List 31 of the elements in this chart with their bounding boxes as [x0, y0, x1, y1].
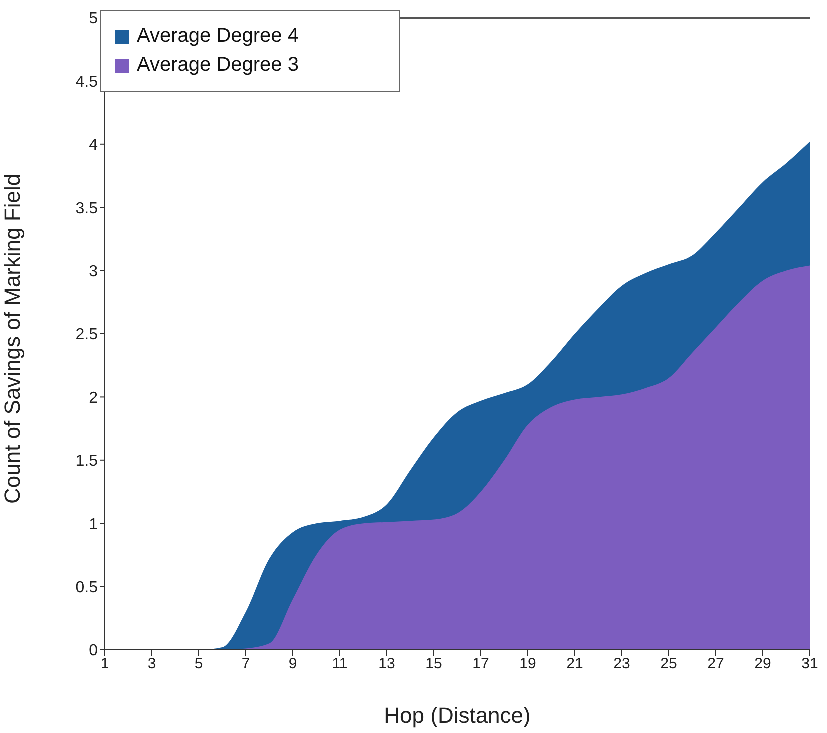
x-tick-label: 5	[194, 656, 204, 673]
y-tick-label: 2	[89, 390, 98, 407]
y-tick-label: 4.5	[76, 74, 98, 91]
x-tick-label: 31	[802, 656, 818, 673]
y-tick-label: 3	[89, 263, 98, 280]
x-tick-label: 3	[148, 656, 156, 673]
x-tick-label: 1	[100, 656, 110, 673]
y-tick-label: 5	[89, 10, 98, 28]
y-tick-label: 3.5	[76, 200, 98, 218]
y-tick-label: 4	[89, 137, 98, 154]
x-tick-label: 21	[566, 656, 584, 673]
y-tick-label: 2.5	[76, 326, 98, 344]
x-axis-title: Hop (Distance)	[384, 703, 531, 728]
y-tick-label: 0.5	[76, 579, 98, 596]
x-tick-label: 11	[332, 656, 348, 673]
x-tick-label: 23	[614, 656, 630, 673]
x-tick-label: 7	[242, 656, 250, 673]
x-tick-label: 25	[660, 656, 678, 673]
x-tick-label: 9	[288, 656, 298, 673]
x-tick-label: 13	[378, 656, 396, 673]
legend-label: Average Degree 4	[137, 25, 299, 48]
y-axis-title: Count of Savings of Marking Field	[0, 174, 25, 504]
legend-label: Average Degree 3	[137, 54, 299, 77]
x-tick-label: 15	[426, 656, 442, 673]
x-tick-label: 27	[708, 656, 724, 673]
y-tick-label: 0	[89, 642, 98, 660]
x-tick-label: 29	[754, 656, 772, 673]
y-tick-label: 1.5	[76, 453, 98, 470]
x-tick-label: 17	[472, 656, 490, 673]
y-tick-label: 1	[89, 516, 98, 534]
x-tick-label: 19	[520, 656, 536, 673]
